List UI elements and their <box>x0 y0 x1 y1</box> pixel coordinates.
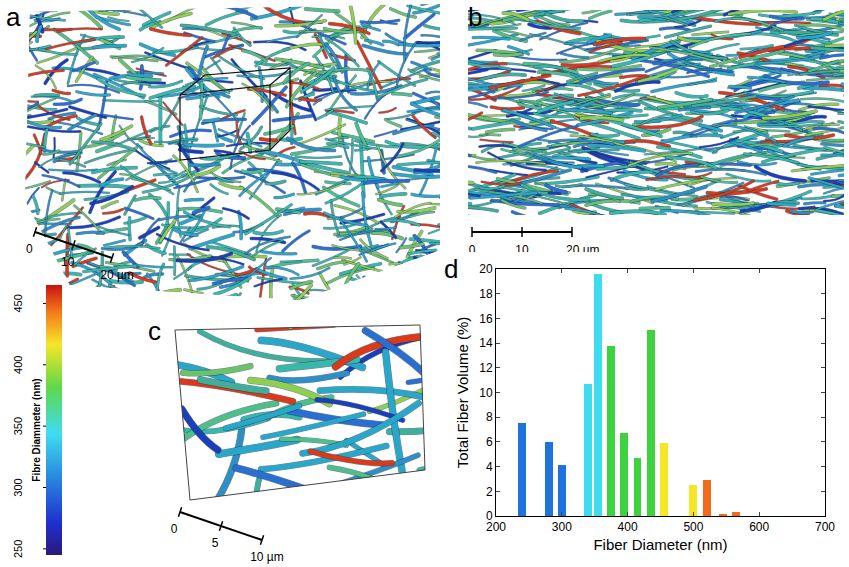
svg-text:200: 200 <box>486 520 506 534</box>
svg-text:4: 4 <box>486 460 493 474</box>
svg-text:16: 16 <box>479 312 493 326</box>
svg-text:2: 2 <box>486 485 493 499</box>
svg-text:400: 400 <box>618 520 638 534</box>
svg-text:0: 0 <box>171 522 178 536</box>
html-text:a: a <box>6 2 21 32</box>
svg-text:20: 20 <box>479 262 493 276</box>
svg-text:8: 8 <box>486 410 493 424</box>
svg-text:10: 10 <box>61 255 75 269</box>
svg-text:18: 18 <box>479 287 493 301</box>
html-text:b: b <box>468 2 483 32</box>
svg-text:350: 350 <box>12 417 24 435</box>
svg-text:10 µm: 10 µm <box>250 550 284 564</box>
svg-text:300: 300 <box>12 478 24 496</box>
svg-text:500: 500 <box>683 520 703 534</box>
html-text:c: c <box>148 316 161 346</box>
svg-text:Fibre Diammeter (nm): Fibre Diammeter (nm) <box>31 378 42 481</box>
svg-text:14: 14 <box>479 336 493 350</box>
svg-text:0: 0 <box>486 509 493 523</box>
svg-text:0: 0 <box>469 243 476 257</box>
svg-text:600: 600 <box>749 520 769 534</box>
svg-text:10: 10 <box>479 386 493 400</box>
svg-text:6: 6 <box>486 435 493 449</box>
html-text:d: d <box>444 254 459 284</box>
svg-text:20 µm: 20 µm <box>566 243 600 257</box>
svg-text:0: 0 <box>26 242 33 256</box>
svg-text:12: 12 <box>479 361 493 375</box>
svg-text:10: 10 <box>515 243 529 257</box>
svg-text:5: 5 <box>212 536 219 550</box>
svg-text:20 µm: 20 µm <box>100 268 134 282</box>
svg-text:250: 250 <box>12 540 24 558</box>
svg-text:300: 300 <box>552 520 572 534</box>
svg-text:400: 400 <box>12 356 24 374</box>
svg-text:Fiber Diameter (nm): Fiber Diameter (nm) <box>593 536 727 553</box>
svg-text:450: 450 <box>12 294 24 312</box>
svg-text:Total Fiber Volume (%): Total Fiber Volume (%) <box>454 317 471 469</box>
svg-text:700: 700 <box>815 520 835 534</box>
